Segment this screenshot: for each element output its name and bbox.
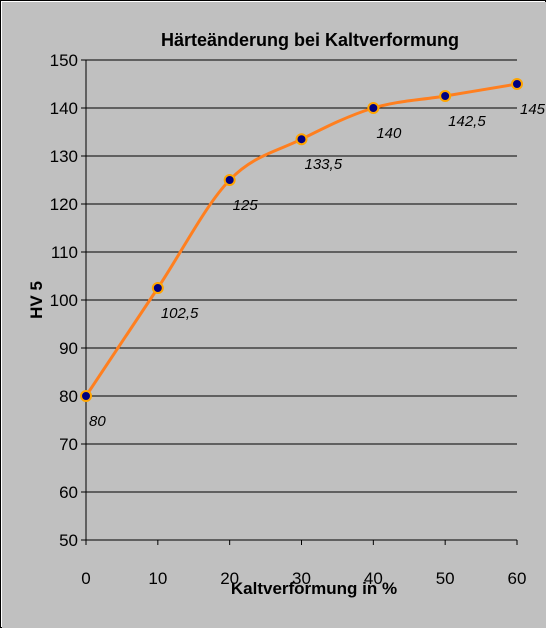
x-tick-label: 40 xyxy=(364,569,383,588)
y-tick-label: 150 xyxy=(50,51,78,70)
x-tick-label: 50 xyxy=(436,569,455,588)
chart-title: Härteänderung bei Kaltverformung xyxy=(161,30,459,50)
x-tick-label: 60 xyxy=(508,569,527,588)
data-label: 142,5 xyxy=(448,113,486,130)
y-tick-label: 110 xyxy=(51,243,78,262)
data-label: 125 xyxy=(233,197,259,214)
x-tick-label: 10 xyxy=(148,569,167,588)
series-group xyxy=(80,78,523,402)
data-point xyxy=(223,174,236,186)
data-label: 145 xyxy=(520,101,546,118)
series-line xyxy=(84,82,518,397)
x-tick-label: 30 xyxy=(292,569,311,588)
y-axis-ticks: 50 60 70 80 90 100 110 120 130 140 150 xyxy=(50,51,86,550)
grid-lines xyxy=(86,59,517,541)
y-tick-label: 140 xyxy=(50,99,78,118)
y-tick-label: 70 xyxy=(59,435,78,454)
data-point xyxy=(151,282,164,294)
data-point xyxy=(439,90,452,102)
data-point xyxy=(80,390,92,402)
data-labels: 80 102,5 125 133,5 140 142,5 145 xyxy=(89,101,546,430)
x-tick-label: 0 xyxy=(81,569,90,588)
y-tick-label: 80 xyxy=(59,387,78,406)
y-tick-label: 120 xyxy=(50,195,78,214)
data-label: 80 xyxy=(89,413,106,430)
y-tick-label: 60 xyxy=(59,483,78,502)
y-tick-label: 130 xyxy=(50,147,78,166)
data-label: 133,5 xyxy=(305,156,343,173)
y-axis-label: HV 5 xyxy=(27,281,46,319)
data-label: 140 xyxy=(376,125,402,142)
y-tick-label: 100 xyxy=(50,291,78,310)
x-tick-label: 20 xyxy=(220,569,239,588)
data-point xyxy=(295,133,308,146)
x-axis-label: Kaltverformung in % xyxy=(231,579,397,598)
x-axis-ticks: 0 10 20 30 40 50 60 xyxy=(81,540,526,588)
y-tick-label: 50 xyxy=(59,531,78,550)
data-point xyxy=(511,78,523,90)
data-point xyxy=(367,102,380,114)
data-label: 102,5 xyxy=(161,305,199,322)
y-tick-label: 90 xyxy=(59,339,78,358)
